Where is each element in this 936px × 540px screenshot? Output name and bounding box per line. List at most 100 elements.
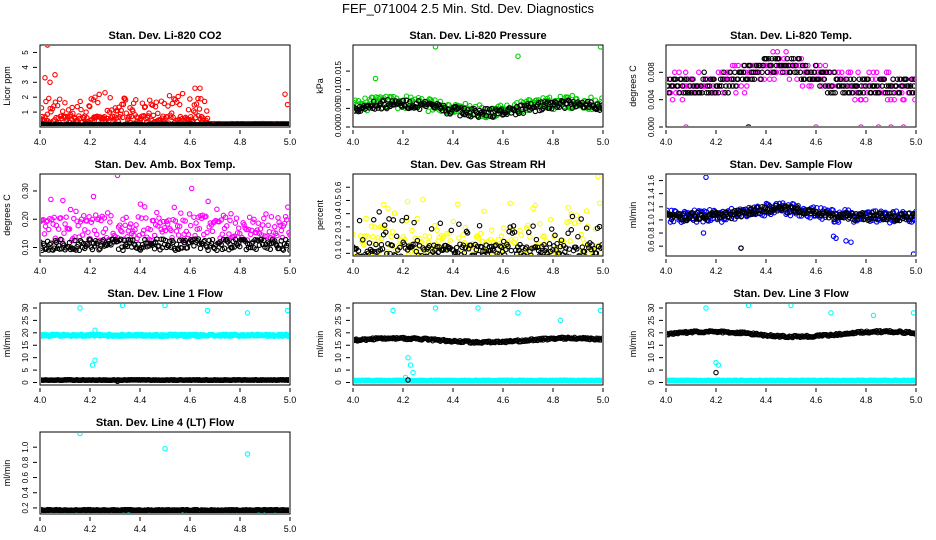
data-point bbox=[723, 83, 729, 89]
outlier-point bbox=[597, 46, 602, 50]
x-tick-label: 4.8 bbox=[234, 395, 247, 405]
data-point bbox=[744, 83, 750, 89]
outlier-point bbox=[282, 91, 288, 97]
data-point bbox=[385, 241, 391, 247]
data-point bbox=[96, 91, 102, 98]
data-point bbox=[817, 83, 823, 89]
data-point bbox=[108, 213, 114, 219]
data-point bbox=[214, 206, 220, 213]
data-point bbox=[521, 252, 528, 255]
data-point bbox=[61, 230, 67, 236]
outlier-point bbox=[515, 310, 521, 316]
data-point bbox=[146, 110, 152, 116]
data-point bbox=[865, 76, 871, 82]
data-point bbox=[264, 245, 270, 251]
data-point bbox=[831, 69, 837, 76]
data-point bbox=[203, 213, 209, 220]
data-point bbox=[222, 214, 229, 221]
data-point bbox=[805, 62, 811, 69]
data-point bbox=[86, 213, 92, 220]
data-point bbox=[396, 256, 400, 260]
data-point bbox=[600, 106, 602, 112]
x-tick-label: 4.2 bbox=[710, 137, 723, 147]
data-point bbox=[413, 251, 420, 255]
data-point bbox=[733, 90, 739, 96]
data-point bbox=[252, 237, 258, 243]
points-layer bbox=[41, 175, 289, 254]
data-point bbox=[62, 99, 68, 106]
y-axis-label: Licor ppm bbox=[2, 66, 12, 106]
data-point bbox=[908, 76, 915, 82]
data-point bbox=[881, 76, 888, 82]
data-point bbox=[261, 237, 267, 244]
data-point bbox=[188, 185, 195, 192]
data-point bbox=[507, 200, 513, 207]
plot-frame bbox=[39, 431, 291, 515]
outlier-point bbox=[52, 72, 58, 78]
outlier-point bbox=[788, 304, 794, 309]
data-point bbox=[421, 253, 427, 255]
data-point bbox=[857, 90, 864, 96]
points-layer bbox=[667, 304, 915, 384]
y-tick-label: 0.20 bbox=[21, 211, 30, 227]
data-point bbox=[856, 76, 862, 82]
points-layer bbox=[667, 175, 915, 255]
data-point bbox=[156, 116, 162, 123]
data-point bbox=[120, 101, 127, 108]
y-tick-label: 5 bbox=[647, 367, 656, 372]
data-point bbox=[487, 236, 494, 243]
data-point bbox=[566, 218, 572, 225]
data-point bbox=[460, 231, 467, 238]
data-point bbox=[391, 210, 398, 216]
data-point bbox=[861, 76, 868, 82]
data-point bbox=[279, 246, 286, 252]
outlier-point bbox=[284, 307, 289, 314]
data-point bbox=[48, 196, 54, 203]
chart-title: Stan. Dev. Line 4 (LT) Flow bbox=[96, 417, 235, 429]
data-point bbox=[871, 83, 878, 89]
data-point bbox=[808, 83, 814, 89]
data-point bbox=[355, 248, 362, 254]
data-point bbox=[583, 208, 590, 214]
data-point bbox=[729, 62, 736, 69]
data-point bbox=[798, 55, 805, 62]
outlier-point bbox=[114, 378, 121, 384]
data-point bbox=[696, 69, 702, 76]
data-point bbox=[193, 101, 200, 107]
data-point bbox=[913, 330, 915, 336]
x-tick-label: 4.4 bbox=[134, 137, 147, 147]
data-point bbox=[764, 69, 771, 76]
data-point bbox=[902, 83, 908, 89]
data-point bbox=[588, 264, 592, 268]
data-point bbox=[835, 214, 842, 220]
y-tick-label: 4 bbox=[21, 65, 30, 70]
data-point bbox=[232, 220, 239, 226]
y-tick-label: 1.2 bbox=[647, 201, 656, 213]
data-point bbox=[191, 214, 197, 220]
chart-panel: Stan. Dev. Li-820 Temp.degrees C4.0 4.2 4.… bbox=[628, 30, 922, 147]
y-tick-label: 15 bbox=[334, 340, 343, 349]
data-point bbox=[62, 221, 68, 227]
y-axis-label: ml/min bbox=[2, 331, 12, 358]
y-tick-label: 15 bbox=[647, 340, 656, 349]
data-point bbox=[456, 105, 462, 111]
data-point bbox=[751, 204, 758, 210]
data-point bbox=[496, 251, 503, 255]
data-point bbox=[530, 262, 534, 266]
data-point bbox=[912, 76, 915, 82]
data-point bbox=[575, 233, 581, 240]
data-point bbox=[533, 236, 540, 243]
outlier-point bbox=[204, 307, 211, 314]
chart-title: Stan. Dev. Amb. Box Temp. bbox=[95, 159, 236, 171]
data-point bbox=[758, 76, 764, 82]
x-tick-label: 4.8 bbox=[860, 395, 873, 405]
x-tick-label: 4.0 bbox=[347, 395, 360, 405]
data-point bbox=[687, 83, 693, 89]
plot-frame bbox=[352, 44, 604, 128]
plot-frame bbox=[39, 44, 291, 128]
data-point bbox=[725, 90, 731, 96]
data-point bbox=[444, 261, 448, 265]
data-point bbox=[362, 95, 368, 101]
data-point bbox=[694, 83, 701, 89]
